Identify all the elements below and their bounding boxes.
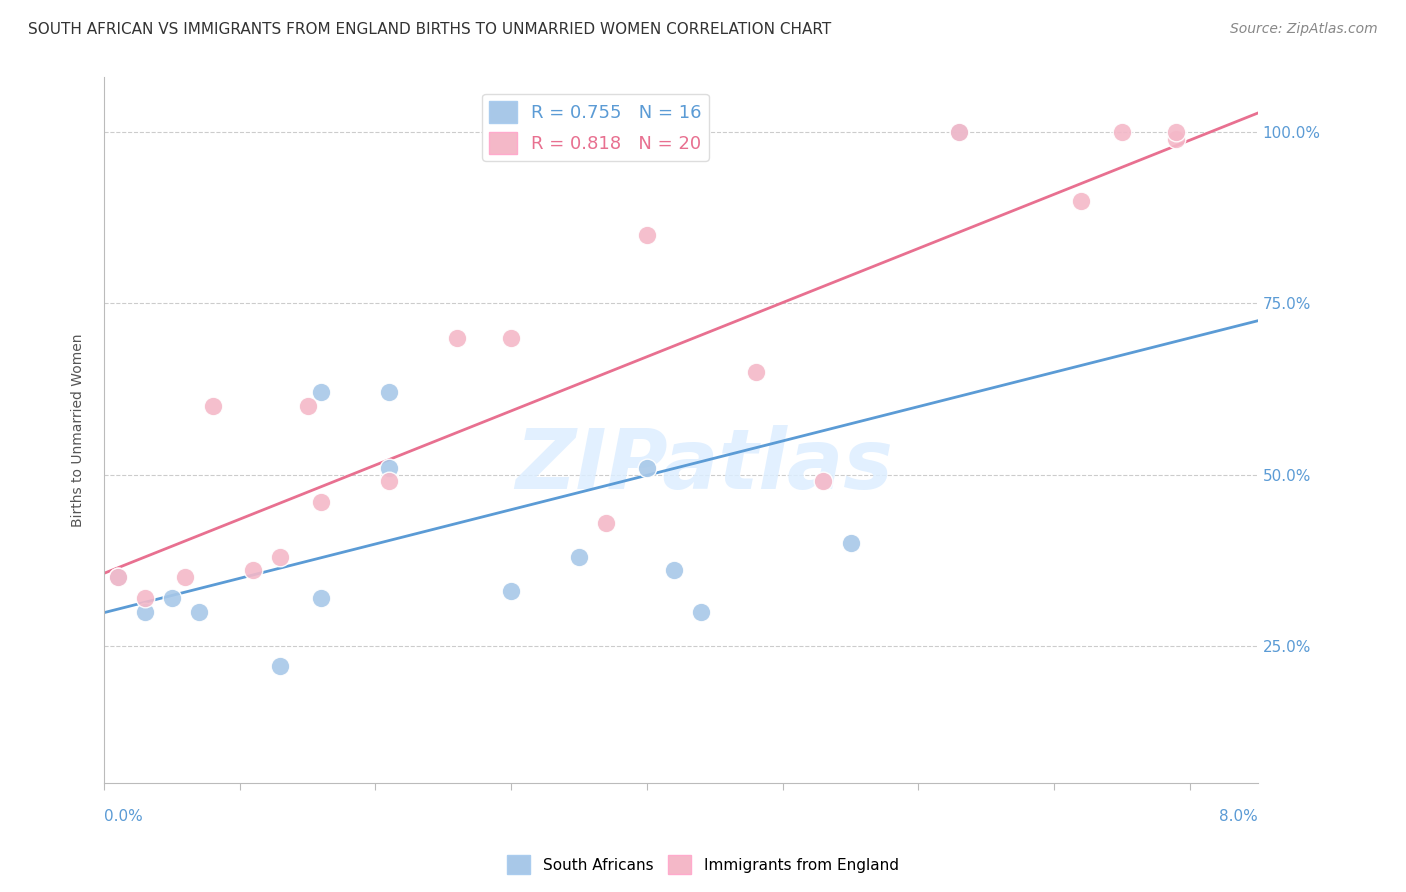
Point	[839, 536, 862, 550]
Point	[242, 564, 264, 578]
Point	[446, 331, 468, 345]
Point	[297, 399, 319, 413]
Point	[309, 495, 332, 509]
Point	[1111, 125, 1133, 139]
Point	[107, 570, 129, 584]
Point	[188, 605, 211, 619]
Point	[636, 227, 658, 242]
Point	[134, 605, 156, 619]
Point	[501, 584, 523, 599]
Point	[744, 365, 766, 379]
Y-axis label: Births to Unmarried Women: Births to Unmarried Women	[72, 334, 86, 527]
Point	[595, 516, 617, 530]
Legend: R = 0.755   N = 16, R = 0.818   N = 20: R = 0.755 N = 16, R = 0.818 N = 20	[482, 94, 709, 161]
Point	[568, 549, 591, 564]
Point	[309, 591, 332, 605]
Text: Source: ZipAtlas.com: Source: ZipAtlas.com	[1230, 22, 1378, 37]
Point	[378, 460, 401, 475]
Point	[269, 549, 291, 564]
Legend: South Africans, Immigrants from England: South Africans, Immigrants from England	[502, 849, 904, 880]
Point	[201, 399, 224, 413]
Point	[160, 591, 183, 605]
Point	[948, 125, 970, 139]
Point	[1070, 194, 1092, 208]
Point	[948, 125, 970, 139]
Point	[309, 385, 332, 400]
Text: SOUTH AFRICAN VS IMMIGRANTS FROM ENGLAND BIRTHS TO UNMARRIED WOMEN CORRELATION C: SOUTH AFRICAN VS IMMIGRANTS FROM ENGLAND…	[28, 22, 831, 37]
Point	[269, 659, 291, 673]
Point	[501, 331, 523, 345]
Point	[813, 475, 835, 489]
Point	[134, 591, 156, 605]
Text: ZIPatlas: ZIPatlas	[515, 425, 893, 506]
Point	[662, 564, 685, 578]
Point	[107, 570, 129, 584]
Point	[1166, 125, 1188, 139]
Text: 8.0%: 8.0%	[1219, 810, 1258, 824]
Point	[636, 460, 658, 475]
Point	[1166, 132, 1188, 146]
Point	[378, 475, 401, 489]
Text: 0.0%: 0.0%	[104, 810, 143, 824]
Point	[174, 570, 197, 584]
Point	[378, 385, 401, 400]
Point	[690, 605, 713, 619]
